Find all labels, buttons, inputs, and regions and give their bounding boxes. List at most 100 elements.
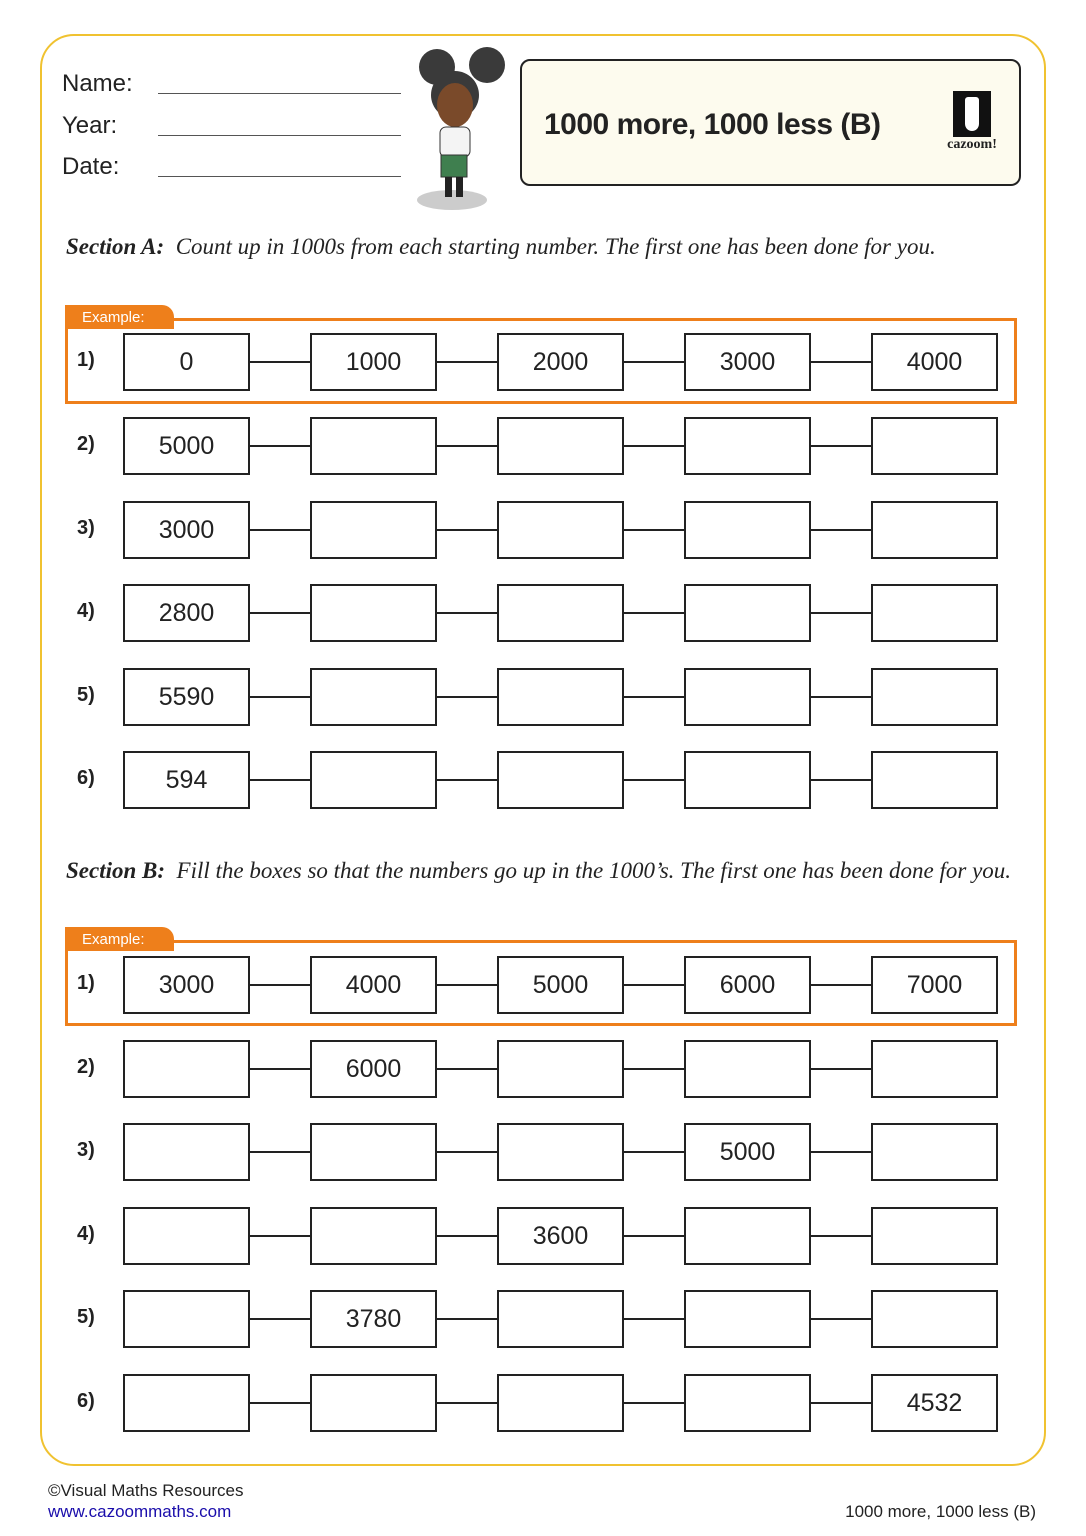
answer-box[interactable]: [497, 501, 624, 559]
number-box: 7000: [871, 956, 998, 1014]
answer-box[interactable]: [684, 1040, 811, 1098]
connector-line: [250, 696, 311, 698]
connector-line: [624, 696, 685, 698]
connector-line: [811, 361, 872, 363]
connector-line: [811, 529, 872, 531]
section-b-heading: Section B:: [66, 858, 166, 883]
connector-line: [437, 696, 498, 698]
row-number: 3): [77, 517, 95, 539]
connector-line: [624, 984, 685, 986]
answer-box[interactable]: [871, 1207, 998, 1265]
section-b-example-tab: Example:: [65, 927, 174, 951]
answer-box[interactable]: [871, 668, 998, 726]
connector-line: [250, 1068, 311, 1070]
section-a-example-tab: Example:: [65, 305, 174, 329]
year-label: Year:: [62, 112, 118, 139]
name-field[interactable]: [158, 93, 401, 94]
year-field[interactable]: [158, 135, 401, 136]
connector-line: [811, 445, 872, 447]
answer-box[interactable]: [871, 1290, 998, 1348]
answer-box[interactable]: [684, 1207, 811, 1265]
logo-text: cazoom!: [947, 137, 997, 152]
row-number: 3): [77, 1139, 95, 1161]
row-number: 6): [77, 767, 95, 789]
answer-box[interactable]: [123, 1290, 250, 1348]
answer-box[interactable]: [310, 417, 437, 475]
answer-box[interactable]: [684, 584, 811, 642]
section-b-text: Fill the boxes so that the numbers go up…: [176, 858, 1012, 883]
connector-line: [437, 1068, 498, 1070]
answer-box[interactable]: [684, 417, 811, 475]
website-link[interactable]: www.cazoommaths.com: [48, 1502, 232, 1521]
answer-box[interactable]: [497, 668, 624, 726]
answer-box[interactable]: [123, 1207, 250, 1265]
connector-line: [624, 1318, 685, 1320]
connector-line: [811, 1068, 872, 1070]
answer-box[interactable]: [871, 1040, 998, 1098]
row-number: 4): [77, 600, 95, 622]
answer-box[interactable]: [871, 1123, 998, 1181]
connector-line: [250, 361, 311, 363]
number-box: 3000: [123, 956, 250, 1014]
connector-line: [437, 779, 498, 781]
row-number: 2): [77, 1056, 95, 1078]
number-box: 6000: [310, 1040, 437, 1098]
connector-line: [250, 779, 311, 781]
section-b-instruction: Section B: Fill the boxes so that the nu…: [66, 856, 1016, 885]
answer-box[interactable]: [310, 501, 437, 559]
connector-line: [811, 696, 872, 698]
section-a-heading: Section A:: [66, 234, 165, 259]
answer-box[interactable]: [871, 417, 998, 475]
answer-box[interactable]: [310, 1123, 437, 1181]
number-box: 4000: [871, 333, 998, 391]
connector-line: [437, 612, 498, 614]
connector-line: [624, 1151, 685, 1153]
answer-box[interactable]: [871, 584, 998, 642]
answer-box[interactable]: [684, 1290, 811, 1348]
answer-box[interactable]: [310, 1374, 437, 1432]
row-number: 5): [77, 684, 95, 706]
answer-box[interactable]: [497, 417, 624, 475]
connector-line: [250, 1402, 311, 1404]
number-box: 5000: [123, 417, 250, 475]
answer-box[interactable]: [497, 1290, 624, 1348]
date-field[interactable]: [158, 176, 401, 177]
answer-box[interactable]: [497, 1040, 624, 1098]
answer-box[interactable]: [497, 1123, 624, 1181]
connector-line: [811, 779, 872, 781]
connector-line: [811, 1235, 872, 1237]
answer-box[interactable]: [123, 1040, 250, 1098]
answer-box[interactable]: [497, 584, 624, 642]
section-a-text: Count up in 1000s from each starting num…: [175, 234, 936, 259]
date-label: Date:: [62, 153, 120, 180]
connector-line: [437, 1151, 498, 1153]
connector-line: [437, 1235, 498, 1237]
number-box: 1000: [310, 333, 437, 391]
number-box: 2000: [497, 333, 624, 391]
answer-box[interactable]: [497, 1374, 624, 1432]
copyright: ©Visual Maths Resources: [48, 1481, 244, 1500]
answer-box[interactable]: [684, 501, 811, 559]
number-box: 3000: [123, 501, 250, 559]
number-box: 3780: [310, 1290, 437, 1348]
answer-box[interactable]: [871, 751, 998, 809]
answer-box[interactable]: [123, 1123, 250, 1181]
connector-line: [437, 1402, 498, 1404]
connector-line: [437, 1318, 498, 1320]
row-number: 5): [77, 1306, 95, 1328]
answer-box[interactable]: [310, 668, 437, 726]
answer-box[interactable]: [684, 751, 811, 809]
answer-box[interactable]: [310, 584, 437, 642]
answer-box[interactable]: [310, 751, 437, 809]
connector-line: [250, 1235, 311, 1237]
answer-box[interactable]: [497, 751, 624, 809]
answer-box[interactable]: [310, 1207, 437, 1265]
answer-box[interactable]: [684, 1374, 811, 1432]
answer-box[interactable]: [871, 501, 998, 559]
connector-line: [250, 1318, 311, 1320]
connector-line: [624, 612, 685, 614]
worksheet-title: 1000 more, 1000 less (B): [544, 108, 881, 141]
answer-box[interactable]: [684, 668, 811, 726]
answer-box[interactable]: [123, 1374, 250, 1432]
name-label: Name:: [62, 70, 133, 97]
